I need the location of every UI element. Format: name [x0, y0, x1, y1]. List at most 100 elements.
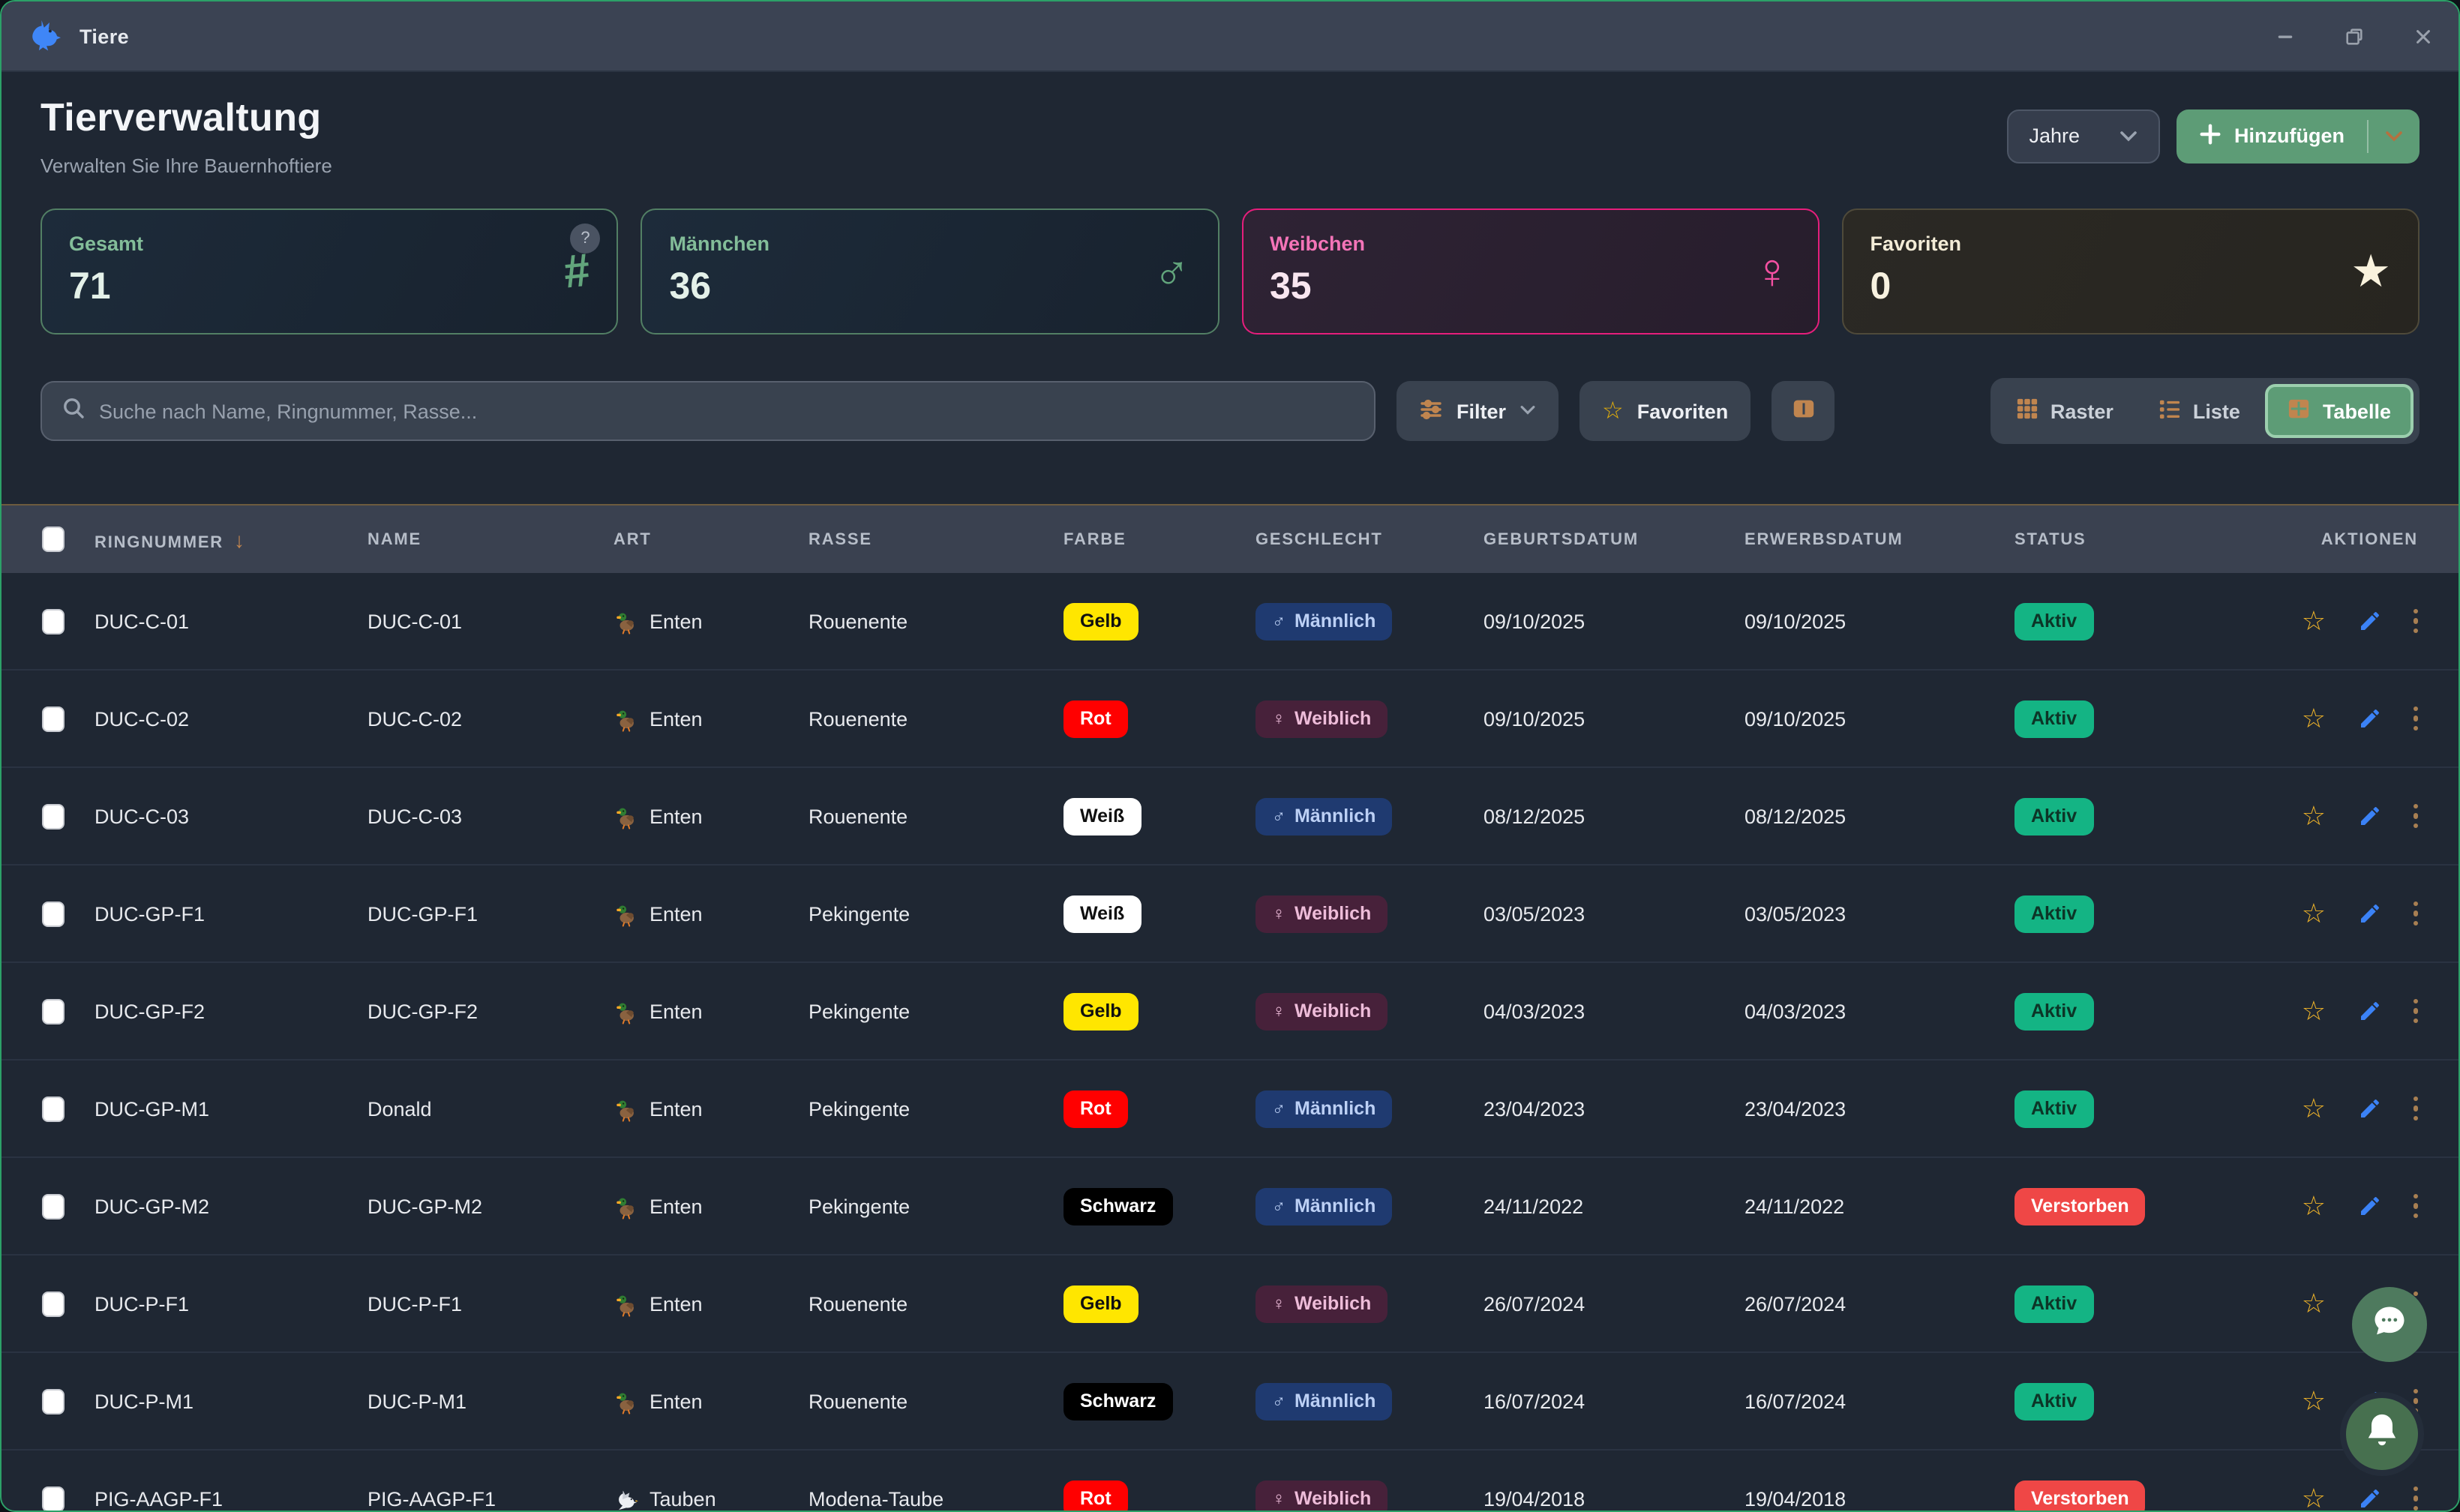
favorite-star-button[interactable]: ☆	[2301, 704, 2326, 734]
row-checkbox[interactable]	[42, 1388, 64, 1414]
table-row[interactable]: DUC-P-M1 DUC-P-M1	[2, 1353, 2458, 1450]
favorite-star-button[interactable]: ☆	[2301, 1094, 2326, 1124]
status-badge: Verstorben	[2014, 1187, 2146, 1225]
row-checkbox[interactable]	[42, 706, 64, 731]
add-dropdown-caret[interactable]	[2368, 130, 2420, 142]
row-checkbox[interactable]	[42, 901, 64, 926]
row-checkbox[interactable]	[42, 1486, 64, 1510]
table-row[interactable]: DUC-C-02 DUC-C-02	[2, 670, 2458, 768]
row-checkbox[interactable]	[42, 803, 64, 829]
notifications-fab-button[interactable]	[2340, 1392, 2424, 1476]
column-header-erwerbsdatum[interactable]: Erwerbsdatum	[1744, 530, 1904, 548]
row-geburtsdatum: 08/12/2025	[1484, 805, 1586, 827]
row-checkbox[interactable]	[42, 998, 64, 1024]
stat-card-weibchen[interactable]: Weibchen 35 ♀	[1241, 208, 1820, 334]
table-row[interactable]: DUC-C-01 DUC-C-01	[2, 573, 2458, 670]
favorite-star-button[interactable]: ☆	[2301, 1191, 2326, 1221]
favorite-star-button[interactable]: ☆	[2301, 801, 2326, 831]
favorites-filter-button[interactable]: ☆ Favoriten	[1580, 381, 1751, 441]
row-name: DUC-C-02	[368, 707, 463, 730]
edit-pencil-button[interactable]	[2357, 609, 2381, 633]
chat-fab-button[interactable]	[2352, 1287, 2427, 1362]
row-menu-button[interactable]	[2413, 1193, 2418, 1219]
help-badge[interactable]: ?	[570, 224, 601, 254]
edit-pencil-button[interactable]	[2357, 804, 2381, 828]
stat-card-gesamt[interactable]: Gesamt 71 # ?	[40, 208, 619, 334]
column-header-aktionen: Aktionen	[2320, 530, 2418, 548]
row-menu-button[interactable]	[2413, 901, 2418, 926]
row-ringnummer: DUC-P-M1	[94, 1390, 194, 1412]
table-row[interactable]: DUC-GP-F1 DUC-GP-F1	[2, 866, 2458, 963]
row-erwerbsdatum: 19/04/2018	[1744, 1487, 1846, 1510]
view-raster-label: Raster	[2050, 400, 2114, 422]
row-menu-button[interactable]	[2413, 706, 2418, 731]
edit-pencil-button[interactable]	[2357, 1194, 2381, 1218]
row-checkbox[interactable]	[42, 608, 64, 634]
row-rasse: Rouenente	[808, 707, 908, 730]
chevron-down-icon	[1520, 402, 1536, 420]
grid-icon	[2016, 398, 2038, 424]
row-ringnummer: DUC-GP-M1	[94, 1097, 209, 1120]
duck-icon	[614, 1388, 639, 1414]
column-header-status[interactable]: Status	[2014, 530, 2086, 548]
row-menu-button[interactable]	[2413, 1096, 2418, 1121]
row-menu-button[interactable]	[2413, 803, 2418, 829]
close-button[interactable]	[2414, 26, 2433, 46]
stat-card-maennchen[interactable]: Männchen 36 ♂	[640, 208, 1219, 334]
favorite-star-button[interactable]: ☆	[2301, 898, 2326, 928]
stat-card-favoriten[interactable]: Favoriten 0 ★	[1841, 208, 2420, 334]
select-all-checkbox[interactable]	[42, 526, 64, 552]
column-header-name[interactable]: Name	[368, 530, 422, 548]
edit-pencil-button[interactable]	[2357, 1096, 2381, 1120]
column-header-geschlecht[interactable]: Geschlecht	[1256, 530, 1383, 548]
edit-pencil-button[interactable]	[2357, 706, 2381, 730]
sex-badge: ♀ Weiblich	[1256, 1285, 1388, 1322]
row-menu-button[interactable]	[2413, 998, 2418, 1024]
table-row[interactable]: PIG-AAGP-F1 PIG-AAGP-F1	[2, 1450, 2458, 1510]
column-header-geburtsdatum[interactable]: Geburtsdatum	[1484, 530, 1639, 548]
star-outline-icon: ☆	[1602, 399, 1624, 424]
status-badge: Aktiv	[2014, 992, 2094, 1030]
sex-badge: ♂ Männlich	[1256, 1187, 1393, 1225]
row-menu-button[interactable]	[2413, 608, 2418, 634]
year-select[interactable]: Jahre	[2006, 109, 2159, 163]
row-checkbox[interactable]	[42, 1096, 64, 1121]
add-button[interactable]: Hinzufügen	[2176, 109, 2420, 163]
column-header-farbe[interactable]: Farbe	[1064, 530, 1126, 548]
view-raster-button[interactable]: Raster	[1996, 384, 2133, 438]
favorite-star-button[interactable]: ☆	[2301, 996, 2326, 1026]
table-row[interactable]: DUC-GP-M1 Donald	[2, 1060, 2458, 1158]
favorite-star-button[interactable]: ☆	[2301, 1386, 2326, 1416]
row-ringnummer: DUC-P-F1	[94, 1292, 189, 1315]
color-badge: Schwarz	[1064, 1187, 1173, 1225]
filter-button[interactable]: Filter	[1396, 381, 1559, 441]
row-checkbox[interactable]	[42, 1193, 64, 1219]
columns-toggle-button[interactable]	[1772, 381, 1835, 441]
table-row[interactable]: DUC-GP-M2 DUC-GP-M2	[2, 1158, 2458, 1256]
row-menu-button[interactable]	[2413, 1486, 2418, 1510]
edit-pencil-button[interactable]	[2357, 902, 2381, 926]
minimize-button[interactable]	[2276, 26, 2295, 46]
view-liste-button[interactable]: Liste	[2139, 384, 2260, 438]
column-header-art[interactable]: Art	[614, 530, 652, 548]
view-tabelle-button[interactable]: Tabelle	[2265, 384, 2414, 438]
row-art: Tauben	[650, 1487, 716, 1510]
maximize-button[interactable]	[2344, 26, 2364, 46]
column-header-rasse[interactable]: Rasse	[808, 530, 872, 548]
row-checkbox[interactable]	[42, 1291, 64, 1316]
table-row[interactable]: DUC-GP-F2 DUC-GP-F2	[2, 963, 2458, 1060]
favorite-star-button[interactable]: ☆	[2301, 1288, 2326, 1318]
page-title: Tierverwaltung	[40, 94, 322, 140]
edit-pencil-button[interactable]	[2357, 1486, 2381, 1510]
search-input[interactable]	[99, 400, 1354, 422]
table-row[interactable]: DUC-C-03 DUC-C-03	[2, 768, 2458, 866]
row-erwerbsdatum: 23/04/2023	[1744, 1097, 1846, 1120]
favorite-star-button[interactable]: ☆	[2301, 1484, 2326, 1510]
edit-pencil-button[interactable]	[2357, 999, 2381, 1023]
row-ringnummer: PIG-AAGP-F1	[94, 1487, 224, 1510]
table-row[interactable]: DUC-P-F1 DUC-P-F1	[2, 1256, 2458, 1353]
column-header-ringnummer[interactable]: Ringnummer ↓	[94, 527, 246, 551]
sex-symbol-icon: ♂	[1272, 805, 1286, 826]
color-badge: Rot	[1064, 1480, 1128, 1510]
favorite-star-button[interactable]: ☆	[2301, 606, 2326, 636]
